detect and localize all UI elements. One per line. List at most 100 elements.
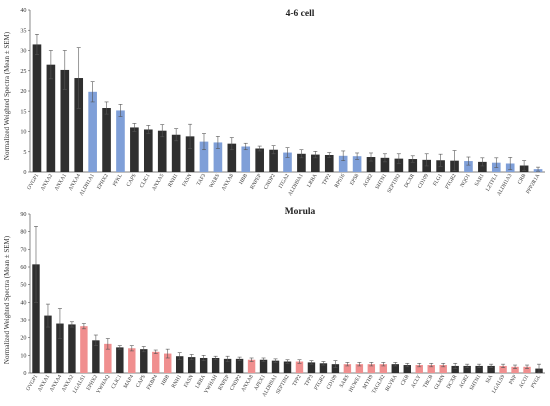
bar	[32, 264, 40, 373]
error-bar	[381, 362, 386, 367]
bar	[211, 357, 220, 373]
bar	[60, 69, 70, 172]
error-bar	[405, 362, 410, 368]
error-bar	[93, 334, 98, 346]
bar	[247, 359, 256, 373]
bar	[338, 155, 348, 172]
bar	[157, 130, 167, 172]
y-tick-label: 40	[20, 7, 26, 14]
error-bar	[489, 363, 494, 369]
bar	[92, 340, 100, 373]
bar	[343, 364, 352, 373]
error-bar	[57, 308, 62, 339]
error-bar	[513, 364, 518, 369]
bar	[324, 154, 334, 172]
bar	[295, 361, 304, 373]
x-tick-label: EPS8	[349, 173, 360, 187]
x-tick-label: FKBP4	[146, 374, 159, 391]
bar	[271, 360, 280, 373]
y-tick-label: 20	[20, 88, 26, 95]
error-bar	[249, 357, 254, 362]
bar	[355, 364, 364, 373]
x-tick-label: SEPTIN2	[386, 173, 402, 194]
x-tick-label: BLVRA	[384, 374, 398, 392]
bar	[80, 326, 88, 373]
bar	[88, 91, 97, 172]
bar	[366, 157, 376, 172]
error-bar	[382, 153, 387, 163]
error-bar	[355, 152, 360, 160]
bar	[104, 343, 112, 373]
x-tick-label: NQO1	[459, 173, 472, 189]
x-tick-label: MAP4	[123, 374, 136, 390]
bar	[199, 141, 209, 172]
x-tick-label: CRB	[517, 173, 528, 186]
x-tick-label: SHTN1	[469, 374, 483, 392]
error-bar	[393, 362, 398, 367]
error-bar	[480, 157, 485, 167]
bar	[408, 159, 418, 172]
bar	[46, 64, 56, 172]
x-tick-label: CNDP2	[263, 173, 277, 191]
error-bar	[466, 156, 471, 166]
x-tick-label: TPP2	[321, 173, 332, 187]
bar	[68, 324, 76, 373]
error-bar	[177, 352, 182, 361]
x-tick-label: LZTFL1	[485, 173, 500, 193]
error-bar	[273, 358, 278, 363]
error-bar	[537, 363, 542, 374]
x-tick-label: AGR2	[362, 173, 374, 188]
bar	[164, 353, 172, 373]
bar	[116, 110, 125, 172]
bar	[152, 351, 160, 373]
bar	[241, 146, 251, 172]
bar	[116, 347, 124, 373]
bar	[56, 323, 64, 373]
bar	[319, 363, 328, 373]
error-bar	[76, 47, 81, 109]
error-bar	[188, 123, 193, 149]
x-tick-label: ANXA8	[221, 173, 235, 192]
y-tick-label: 80	[20, 229, 26, 236]
error-bar	[477, 363, 482, 369]
error-bar	[271, 145, 276, 155]
error-bar	[225, 355, 230, 362]
bar	[380, 157, 390, 172]
y-tick-label: 10	[20, 352, 26, 359]
y-tick-label: 25	[20, 68, 26, 75]
bar	[331, 364, 340, 373]
x-tick-label: FASN	[181, 173, 193, 188]
x-tick-label: PYGL	[530, 374, 542, 389]
bar	[297, 153, 306, 172]
x-tick-label: HBB	[238, 173, 249, 186]
error-bar	[90, 81, 95, 103]
error-bar	[522, 160, 527, 171]
error-bar	[146, 125, 151, 134]
error-bar	[396, 153, 401, 164]
bar	[311, 154, 320, 172]
chart-panel-4-6-cell: 4-6 cell Normalized Weighted Spectra (Me…	[3, 7, 545, 197]
error-bar	[261, 357, 266, 362]
x-tick-label: ACO1	[518, 374, 530, 389]
error-bar	[165, 348, 170, 359]
y-axis-label: Normalized Weighted Spectra (Mean ± SEM)	[3, 235, 11, 364]
y-tick-label: 30	[20, 48, 26, 55]
x-tick-label: RNH1	[171, 374, 183, 389]
error-bar	[215, 136, 220, 149]
x-tick-label: ANXA1	[54, 173, 68, 192]
y-tick-label: 60	[20, 264, 26, 271]
x-tick-label: CAPS	[135, 374, 147, 389]
bar	[451, 365, 459, 373]
error-bar	[429, 362, 434, 368]
bar	[140, 349, 148, 373]
y-tick-label: 0	[23, 370, 26, 377]
x-tick-label: TPP2	[292, 374, 303, 388]
error-bar	[105, 338, 110, 350]
error-bar	[118, 104, 123, 117]
x-tick-label: ANXA4	[68, 173, 82, 192]
bar	[223, 358, 232, 373]
y-tick-label: 70	[20, 246, 26, 253]
bar	[130, 127, 139, 172]
error-bar	[321, 361, 326, 366]
error-bar	[201, 133, 206, 151]
